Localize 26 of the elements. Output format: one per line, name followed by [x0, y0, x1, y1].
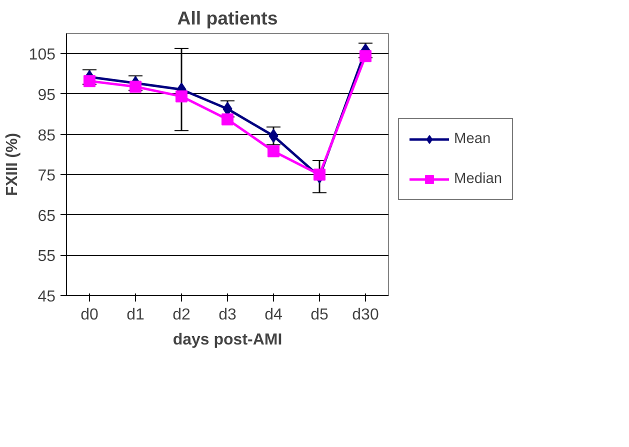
point	[84, 75, 96, 88]
y-tick-label: 45	[38, 288, 56, 306]
point	[176, 90, 188, 102]
point	[130, 80, 142, 93]
point	[314, 168, 326, 181]
y-tick-label: 95	[38, 86, 56, 104]
y-tick-label: 105	[28, 46, 56, 64]
point	[268, 145, 280, 158]
x-tick-label: d0	[80, 306, 98, 324]
x-tick-label: d4	[264, 306, 282, 324]
x-tick-label: d5	[310, 306, 328, 324]
y-tick-label: 85	[38, 127, 56, 144]
legend-label: Mean	[454, 131, 491, 147]
x-axis-title: days post-AMI	[172, 332, 282, 348]
x-tick-label: d1	[126, 306, 144, 324]
y-axis-title: FXIII (%)	[4, 132, 21, 196]
y-tick-label: 65	[38, 208, 56, 225]
point	[222, 113, 234, 126]
y-tick-label: 55	[38, 248, 56, 266]
y-tick-label: 75	[38, 168, 56, 185]
legend-label: Median	[454, 171, 502, 187]
chart-title: All patients	[177, 8, 278, 28]
x-tick-label: d2	[172, 306, 190, 324]
point	[360, 50, 372, 62]
x-tick-label: d3	[218, 306, 236, 324]
x-tick-label: d30	[352, 306, 379, 324]
